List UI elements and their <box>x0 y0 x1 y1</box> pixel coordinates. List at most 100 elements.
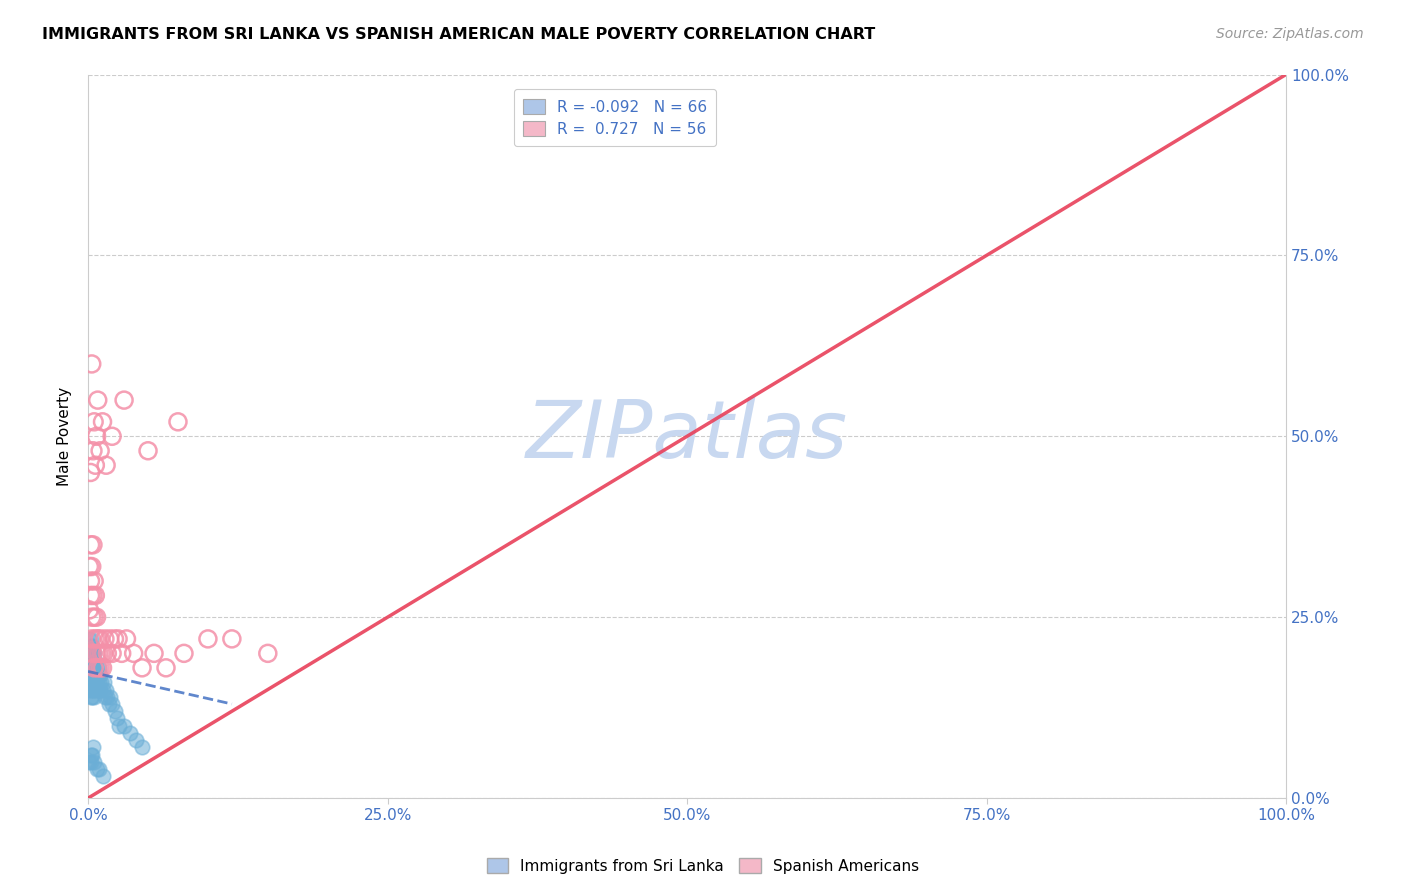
Point <box>125 733 148 747</box>
Point <box>87 661 110 675</box>
Point <box>79 661 101 675</box>
Point <box>79 646 101 660</box>
Point <box>83 415 105 429</box>
Point <box>79 639 101 653</box>
Point <box>93 646 115 660</box>
Point <box>93 675 115 690</box>
Point <box>87 632 110 646</box>
Point <box>112 719 135 733</box>
Point <box>79 466 101 480</box>
Point <box>108 719 131 733</box>
Point <box>87 675 110 690</box>
Point <box>87 393 110 408</box>
Point <box>82 661 104 675</box>
Point <box>79 690 101 704</box>
Text: ZIPatlas: ZIPatlas <box>526 397 848 475</box>
Point <box>84 668 107 682</box>
Point <box>80 639 103 653</box>
Point <box>136 443 159 458</box>
Point <box>80 668 103 682</box>
Point <box>94 690 117 704</box>
Point <box>101 429 124 443</box>
Point <box>79 603 101 617</box>
Point <box>155 661 177 675</box>
Point <box>86 675 108 690</box>
Point <box>98 690 121 704</box>
Point <box>221 632 243 646</box>
Point <box>91 661 114 675</box>
Point <box>79 747 101 762</box>
Point <box>101 697 124 711</box>
Point <box>82 538 104 552</box>
Point <box>80 682 103 697</box>
Point <box>94 682 117 697</box>
Legend: R = -0.092   N = 66, R =  0.727   N = 56: R = -0.092 N = 66, R = 0.727 N = 56 <box>515 89 716 145</box>
Point <box>79 755 101 769</box>
Point <box>89 661 111 675</box>
Point <box>84 458 107 473</box>
Point <box>131 740 153 755</box>
Point <box>112 393 135 408</box>
Point <box>83 646 105 660</box>
Point <box>79 589 101 603</box>
Point <box>87 682 110 697</box>
Point <box>143 646 166 660</box>
Point <box>111 646 134 660</box>
Point <box>83 574 105 588</box>
Point <box>79 632 101 646</box>
Point <box>87 661 110 675</box>
Point <box>115 632 138 646</box>
Point <box>83 610 105 624</box>
Point <box>83 661 105 675</box>
Point <box>79 632 101 646</box>
Point <box>86 646 108 660</box>
Point <box>80 661 103 675</box>
Point <box>90 675 112 690</box>
Point <box>83 690 105 704</box>
Point <box>80 357 103 371</box>
Point <box>87 762 110 776</box>
Point <box>96 646 118 660</box>
Point <box>82 646 104 660</box>
Point <box>96 690 118 704</box>
Point <box>79 559 101 574</box>
Point <box>94 632 117 646</box>
Point <box>80 610 103 624</box>
Point <box>82 646 104 660</box>
Point <box>122 646 145 660</box>
Point <box>101 646 124 660</box>
Point <box>82 654 104 668</box>
Point <box>87 646 110 660</box>
Point <box>197 632 219 646</box>
Y-axis label: Male Poverty: Male Poverty <box>58 387 72 486</box>
Point <box>80 675 103 690</box>
Point <box>82 668 104 682</box>
Point <box>94 458 117 473</box>
Point <box>89 443 111 458</box>
Point <box>82 443 104 458</box>
Point <box>131 661 153 675</box>
Point <box>103 632 125 646</box>
Point <box>97 697 120 711</box>
Point <box>90 646 112 660</box>
Point <box>80 690 103 704</box>
Point <box>84 654 107 668</box>
Point <box>91 769 114 783</box>
Point <box>173 646 195 660</box>
Point <box>84 682 107 697</box>
Point <box>86 610 108 624</box>
Point <box>98 632 121 646</box>
Point <box>91 682 114 697</box>
Point <box>79 654 101 668</box>
Point <box>86 762 108 776</box>
Point <box>89 668 111 682</box>
Point <box>105 711 128 725</box>
Point <box>83 661 105 675</box>
Point <box>89 632 111 646</box>
Point <box>84 589 107 603</box>
Point <box>82 740 104 755</box>
Text: IMMIGRANTS FROM SRI LANKA VS SPANISH AMERICAN MALE POVERTY CORRELATION CHART: IMMIGRANTS FROM SRI LANKA VS SPANISH AME… <box>42 27 876 42</box>
Legend: Immigrants from Sri Lanka, Spanish Americans: Immigrants from Sri Lanka, Spanish Ameri… <box>481 852 925 880</box>
Point <box>91 415 114 429</box>
Point <box>79 574 101 588</box>
